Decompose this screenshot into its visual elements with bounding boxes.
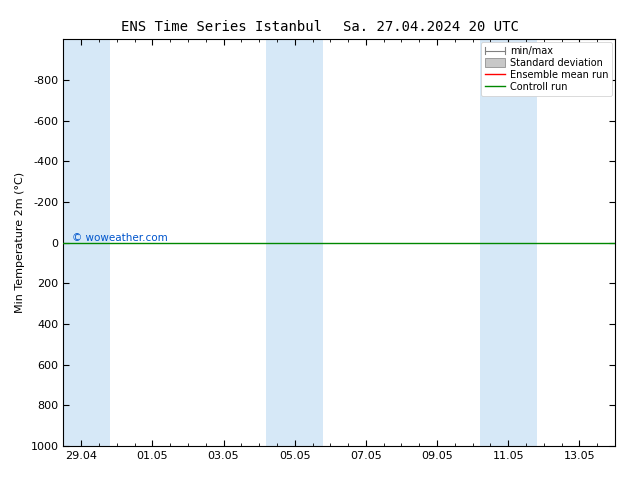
Text: © woweather.com: © woweather.com [72,233,167,243]
Y-axis label: Min Temperature 2m (°C): Min Temperature 2m (°C) [15,172,25,313]
Text: ENS Time Series Istanbul: ENS Time Series Istanbul [121,20,323,34]
Legend: min/max, Standard deviation, Ensemble mean run, Controll run: min/max, Standard deviation, Ensemble me… [481,42,612,96]
Bar [53,39,110,446]
Text: Sa. 27.04.2024 20 UTC: Sa. 27.04.2024 20 UTC [343,20,519,34]
Bar [266,39,323,446]
Bar [480,39,537,446]
